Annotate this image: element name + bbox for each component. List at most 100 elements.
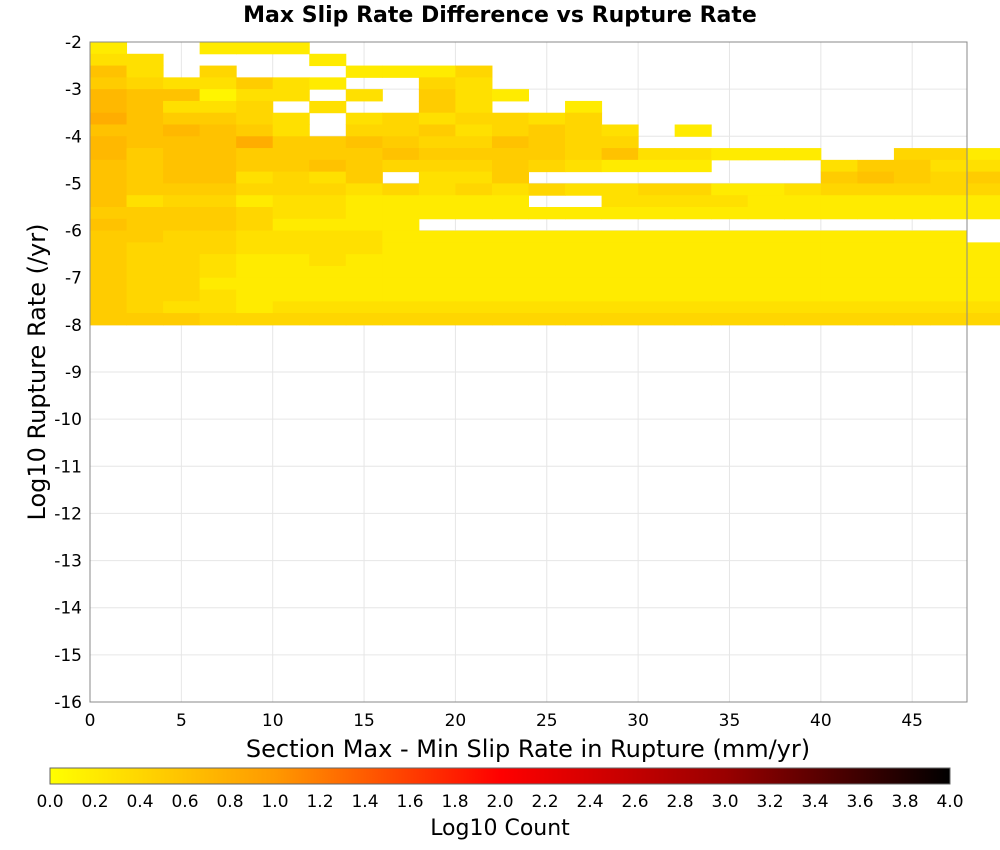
y-axis-label: Log10 Rupture Rate (/yr)	[23, 224, 51, 521]
heatmap-cell	[820, 301, 858, 314]
heatmap-cell	[236, 218, 274, 232]
colorbar-tick-label: 2.4	[576, 792, 603, 812]
heatmap-cell	[638, 301, 676, 314]
heatmap-cell	[528, 230, 566, 243]
heatmap-cell	[455, 183, 493, 196]
colorbar-tick-label: 1.4	[351, 792, 378, 812]
colorbar-tick-label: 3.2	[756, 792, 783, 812]
heatmap-cell	[601, 183, 639, 196]
heatmap-cell	[528, 148, 566, 161]
heatmap-cell	[893, 265, 931, 279]
heatmap-cell	[565, 148, 603, 161]
heatmap-cell	[90, 112, 128, 125]
heatmap-cell	[747, 242, 785, 255]
heatmap-cell	[967, 289, 1000, 302]
heatmap-cell	[528, 112, 566, 125]
heatmap-cell	[126, 171, 164, 184]
heatmap-cell	[711, 230, 749, 243]
heatmap-cell	[820, 277, 858, 290]
heatmap-cell	[345, 289, 383, 302]
heatmap-cell	[163, 159, 201, 173]
heatmap-cell	[163, 218, 201, 232]
heatmap-cell	[236, 136, 274, 149]
heatmap-cell	[90, 265, 128, 279]
heatmap-cell	[930, 195, 968, 208]
y-tick-label: -11	[54, 457, 82, 477]
colorbar-tick-label: 4.0	[936, 792, 963, 812]
heatmap-cell	[199, 159, 237, 173]
heatmap-cell	[309, 313, 347, 326]
heatmap-cell	[857, 242, 895, 255]
heatmap-cell	[236, 254, 274, 267]
heatmap-cell	[674, 265, 712, 279]
heatmap-cell	[638, 230, 676, 243]
heatmap-cell	[272, 289, 310, 302]
heatmap-cell	[491, 89, 529, 102]
heatmap-cell	[893, 254, 931, 267]
heatmap-cell	[90, 53, 128, 67]
heatmap-cell	[272, 218, 310, 232]
heatmap-cell	[820, 313, 858, 326]
heatmap-cell	[345, 183, 383, 196]
heatmap-cell	[199, 313, 237, 326]
heatmap-cell	[930, 171, 968, 184]
heatmap-cell	[930, 301, 968, 314]
heatmap-cell	[199, 289, 237, 302]
heatmap-cell	[565, 254, 603, 267]
heatmap-cell	[565, 230, 603, 243]
heatmap-cell	[126, 301, 164, 314]
heatmap-cell	[309, 277, 347, 290]
heatmap-cell	[163, 265, 201, 279]
heatmap-cell	[418, 171, 456, 184]
heatmap-cell	[309, 159, 347, 173]
heatmap-cell	[90, 89, 128, 102]
heatmap-cell	[930, 230, 968, 243]
heatmap-cell	[345, 254, 383, 267]
heatmap-cell	[382, 265, 420, 279]
heatmap-cell	[747, 301, 785, 314]
heatmap-cell	[126, 195, 164, 208]
heatmap-cell	[638, 313, 676, 326]
heatmap-cell	[674, 242, 712, 255]
heatmap-cell	[638, 254, 676, 267]
heatmap-cell	[418, 207, 456, 220]
heatmap-cell	[967, 265, 1000, 279]
heatmap-cell	[199, 42, 237, 55]
heatmap-cell	[90, 77, 128, 90]
heatmap-cell	[163, 124, 201, 137]
heatmap-cell	[857, 207, 895, 220]
heatmap-cell	[930, 183, 968, 196]
heatmap-cell	[967, 207, 1000, 220]
heatmap-cells	[90, 42, 1000, 326]
heatmap-cell	[272, 195, 310, 208]
heatmap-cell	[272, 301, 310, 314]
heatmap-cell	[674, 230, 712, 243]
heatmap-cell	[930, 277, 968, 290]
heatmap-cell	[418, 265, 456, 279]
heatmap-cell	[747, 207, 785, 220]
heatmap-cell	[126, 89, 164, 102]
heatmap-cell	[199, 254, 237, 267]
heatmap-cell	[382, 136, 420, 149]
x-axis-label: Section Max - Min Slip Rate in Rupture (…	[246, 735, 810, 763]
heatmap-cell	[163, 171, 201, 184]
heatmap-cell	[199, 195, 237, 208]
y-tick-label: -10	[54, 410, 82, 430]
heatmap-cell	[528, 265, 566, 279]
heatmap-cell	[930, 313, 968, 326]
heatmap-cell	[126, 136, 164, 149]
heatmap-cell	[345, 136, 383, 149]
heatmap-cell	[418, 77, 456, 90]
heatmap-cell	[163, 277, 201, 290]
heatmap-cell	[893, 301, 931, 314]
colorbar-tick-label: 2.0	[486, 792, 513, 812]
y-tick-label: -4	[65, 127, 82, 147]
heatmap-cell	[272, 136, 310, 149]
heatmap-cell	[638, 277, 676, 290]
heatmap-cell	[126, 100, 164, 114]
heatmap-cell	[418, 289, 456, 302]
heatmap-cell	[382, 289, 420, 302]
heatmap-cell	[565, 242, 603, 255]
heatmap-cell	[893, 242, 931, 255]
